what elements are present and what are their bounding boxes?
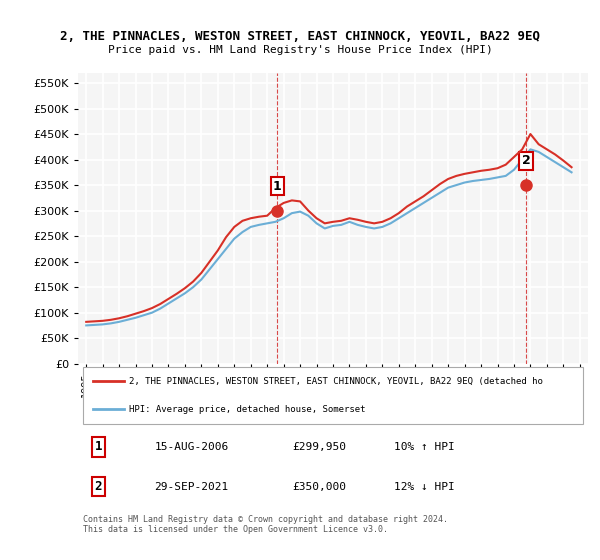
Text: 15-AUG-2006: 15-AUG-2006	[155, 442, 229, 452]
Text: 10% ↑ HPI: 10% ↑ HPI	[394, 442, 455, 452]
Text: 2, THE PINNACLES, WESTON STREET, EAST CHINNOCK, YEOVIL, BA22 9EQ: 2, THE PINNACLES, WESTON STREET, EAST CH…	[60, 30, 540, 43]
Text: 29-SEP-2021: 29-SEP-2021	[155, 482, 229, 492]
Text: 2, THE PINNACLES, WESTON STREET, EAST CHINNOCK, YEOVIL, BA22 9EQ (detached ho: 2, THE PINNACLES, WESTON STREET, EAST CH…	[129, 377, 543, 386]
Text: £350,000: £350,000	[292, 482, 346, 492]
Text: 2: 2	[95, 480, 102, 493]
Text: 1: 1	[273, 180, 282, 193]
Text: 1: 1	[95, 441, 102, 454]
Text: 2: 2	[522, 154, 530, 167]
Text: HPI: Average price, detached house, Somerset: HPI: Average price, detached house, Some…	[129, 405, 365, 414]
Text: Contains HM Land Registry data © Crown copyright and database right 2024.
This d: Contains HM Land Registry data © Crown c…	[83, 515, 448, 534]
Text: £299,950: £299,950	[292, 442, 346, 452]
FancyBboxPatch shape	[83, 367, 583, 424]
Text: Price paid vs. HM Land Registry's House Price Index (HPI): Price paid vs. HM Land Registry's House …	[107, 45, 493, 55]
Text: 12% ↓ HPI: 12% ↓ HPI	[394, 482, 455, 492]
